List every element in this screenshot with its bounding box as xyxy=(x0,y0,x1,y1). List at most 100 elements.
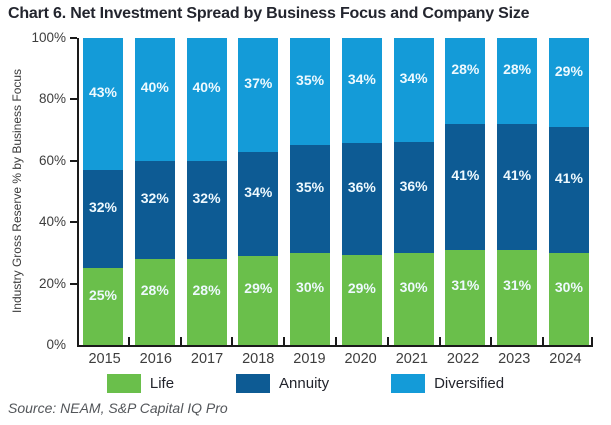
legend-item-life: Life xyxy=(106,374,175,393)
bar-2021: 30% 36% 34% xyxy=(393,38,434,345)
value-label: 43% xyxy=(88,84,118,101)
legend-label: Diversified xyxy=(434,375,505,392)
segment-life-2022: 31% xyxy=(445,249,486,345)
segment-diversified-2024: 29% xyxy=(548,38,589,128)
segment-diversified-2022: 28% xyxy=(445,38,486,124)
value-label: 41% xyxy=(554,169,583,186)
value-label: 29% xyxy=(554,62,583,79)
x-tick-mark xyxy=(591,337,593,345)
x-tick-label-2015: 2015 xyxy=(88,351,121,367)
value-label: 32% xyxy=(140,189,169,206)
plot-area: 25% 32% 43% 28% 32% 40% 28% 32% 40% 29% 34% 37% 30% 3… xyxy=(77,38,593,347)
value-label: 37% xyxy=(244,74,273,91)
segment-life-2019: 30% xyxy=(290,252,331,345)
value-label: 32% xyxy=(192,189,221,206)
x-tick-mark xyxy=(283,337,286,345)
segment-diversified-2018: 37% xyxy=(238,38,279,152)
legend-item-annuity: Annuity xyxy=(236,374,329,393)
value-label: 30% xyxy=(296,278,325,295)
segment-annuity-2015: 32% xyxy=(83,170,123,269)
segment-diversified-2016: 40% xyxy=(134,38,175,161)
value-label: 34% xyxy=(244,183,273,200)
bar-2017: 28% 32% 40% xyxy=(186,38,227,345)
x-tick-label-2016: 2016 xyxy=(139,351,172,367)
x-tick-mark xyxy=(490,337,493,345)
legend-label: Annuity xyxy=(279,375,330,392)
segment-life-2023: 31% xyxy=(497,249,538,345)
y-tick-label-0: 0% xyxy=(46,337,66,352)
legend-item-diversified: Diversified xyxy=(391,374,504,393)
legend-swatch-life xyxy=(106,374,141,393)
segment-diversified-2023: 28% xyxy=(497,38,538,124)
segment-diversified-2019: 35% xyxy=(290,38,331,146)
segment-diversified-2020: 34% xyxy=(341,38,382,144)
value-label: 34% xyxy=(399,70,428,87)
value-label: 28% xyxy=(140,282,169,299)
value-label: 25% xyxy=(88,286,118,303)
segment-diversified-2021: 34% xyxy=(393,38,434,143)
segment-life-2020: 29% xyxy=(341,255,382,345)
bar-2024: 30% 41% 29% xyxy=(548,38,589,345)
x-tick-label-2022: 2022 xyxy=(446,351,480,367)
y-tick-label-20: 20% xyxy=(38,275,66,291)
legend-swatch-annuity xyxy=(236,374,271,393)
bar-2023: 31% 41% 28% xyxy=(497,38,538,345)
segment-annuity-2021: 36% xyxy=(393,142,434,253)
segment-life-2021: 30% xyxy=(393,252,434,345)
legend-swatch-diversified xyxy=(391,374,426,393)
value-label: 40% xyxy=(192,79,221,96)
value-label: 32% xyxy=(88,199,118,216)
segment-annuity-2016: 32% xyxy=(134,160,175,260)
x-tick-label-2024: 2024 xyxy=(549,351,582,367)
y-tick-label-40: 40% xyxy=(38,214,66,230)
value-label: 30% xyxy=(399,278,428,295)
value-label: 29% xyxy=(347,280,376,297)
segment-life-2024: 30% xyxy=(548,252,589,345)
x-tick-mark xyxy=(127,337,130,345)
bar-2019: 30% 35% 35% xyxy=(290,38,331,345)
legend: Life Annuity Diversified xyxy=(0,374,611,393)
segment-annuity-2018: 34% xyxy=(238,151,279,256)
segment-diversified-2017: 40% xyxy=(186,38,227,161)
value-label: 28% xyxy=(503,61,532,77)
y-tick-mark xyxy=(70,221,77,224)
value-label: 28% xyxy=(451,61,480,77)
y-tick-mark xyxy=(70,37,77,39)
bar-2016: 28% 32% 40% xyxy=(134,38,175,345)
bar-2015: 25% 32% 43% xyxy=(83,38,123,345)
y-tick-mark xyxy=(70,98,77,101)
x-tick-mark xyxy=(386,337,389,345)
value-label: 40% xyxy=(140,79,169,96)
value-label: 30% xyxy=(554,278,583,295)
segment-annuity-2019: 35% xyxy=(290,145,331,253)
segment-life-2018: 29% xyxy=(238,255,279,345)
x-tick-label-2020: 2020 xyxy=(344,351,377,367)
value-label: 35% xyxy=(296,179,325,196)
value-label: 31% xyxy=(451,277,480,294)
value-label: 34% xyxy=(347,70,376,87)
x-tick-label-2018: 2018 xyxy=(242,351,275,367)
y-tick-label-100: 100% xyxy=(31,30,66,45)
chart-title: Chart 6. Net Investment Spread by Busine… xyxy=(8,5,530,22)
value-label: 35% xyxy=(296,71,325,88)
source-note: Source: NEAM, S&P Capital IQ Pro xyxy=(8,400,228,416)
segment-annuity-2017: 32% xyxy=(186,160,227,260)
segment-annuity-2020: 36% xyxy=(341,143,382,256)
segment-life-2017: 28% xyxy=(186,259,227,345)
x-tick-label-2023: 2023 xyxy=(498,351,531,367)
x-tick-mark xyxy=(179,337,182,345)
segment-annuity-2023: 41% xyxy=(497,123,538,250)
x-tick-label-2017: 2017 xyxy=(190,351,224,367)
bars-group: 25% 32% 43% 28% 32% 40% 28% 32% 40% 29% 34% 37% 30% 3… xyxy=(79,38,593,345)
legend-label: Life xyxy=(149,375,175,392)
x-axis-labels: 2015 2016 2017 2018 2019 2020 2021 2022 2023 2024 xyxy=(77,351,593,367)
segment-life-2015: 25% xyxy=(83,268,123,345)
x-tick-mark xyxy=(542,337,545,345)
value-label: 36% xyxy=(347,179,376,196)
value-label: 41% xyxy=(451,166,480,183)
y-tick-label-80: 80% xyxy=(38,91,66,107)
x-tick-mark xyxy=(231,337,234,345)
segment-annuity-2022: 41% xyxy=(445,123,486,250)
value-label: 31% xyxy=(503,277,532,294)
